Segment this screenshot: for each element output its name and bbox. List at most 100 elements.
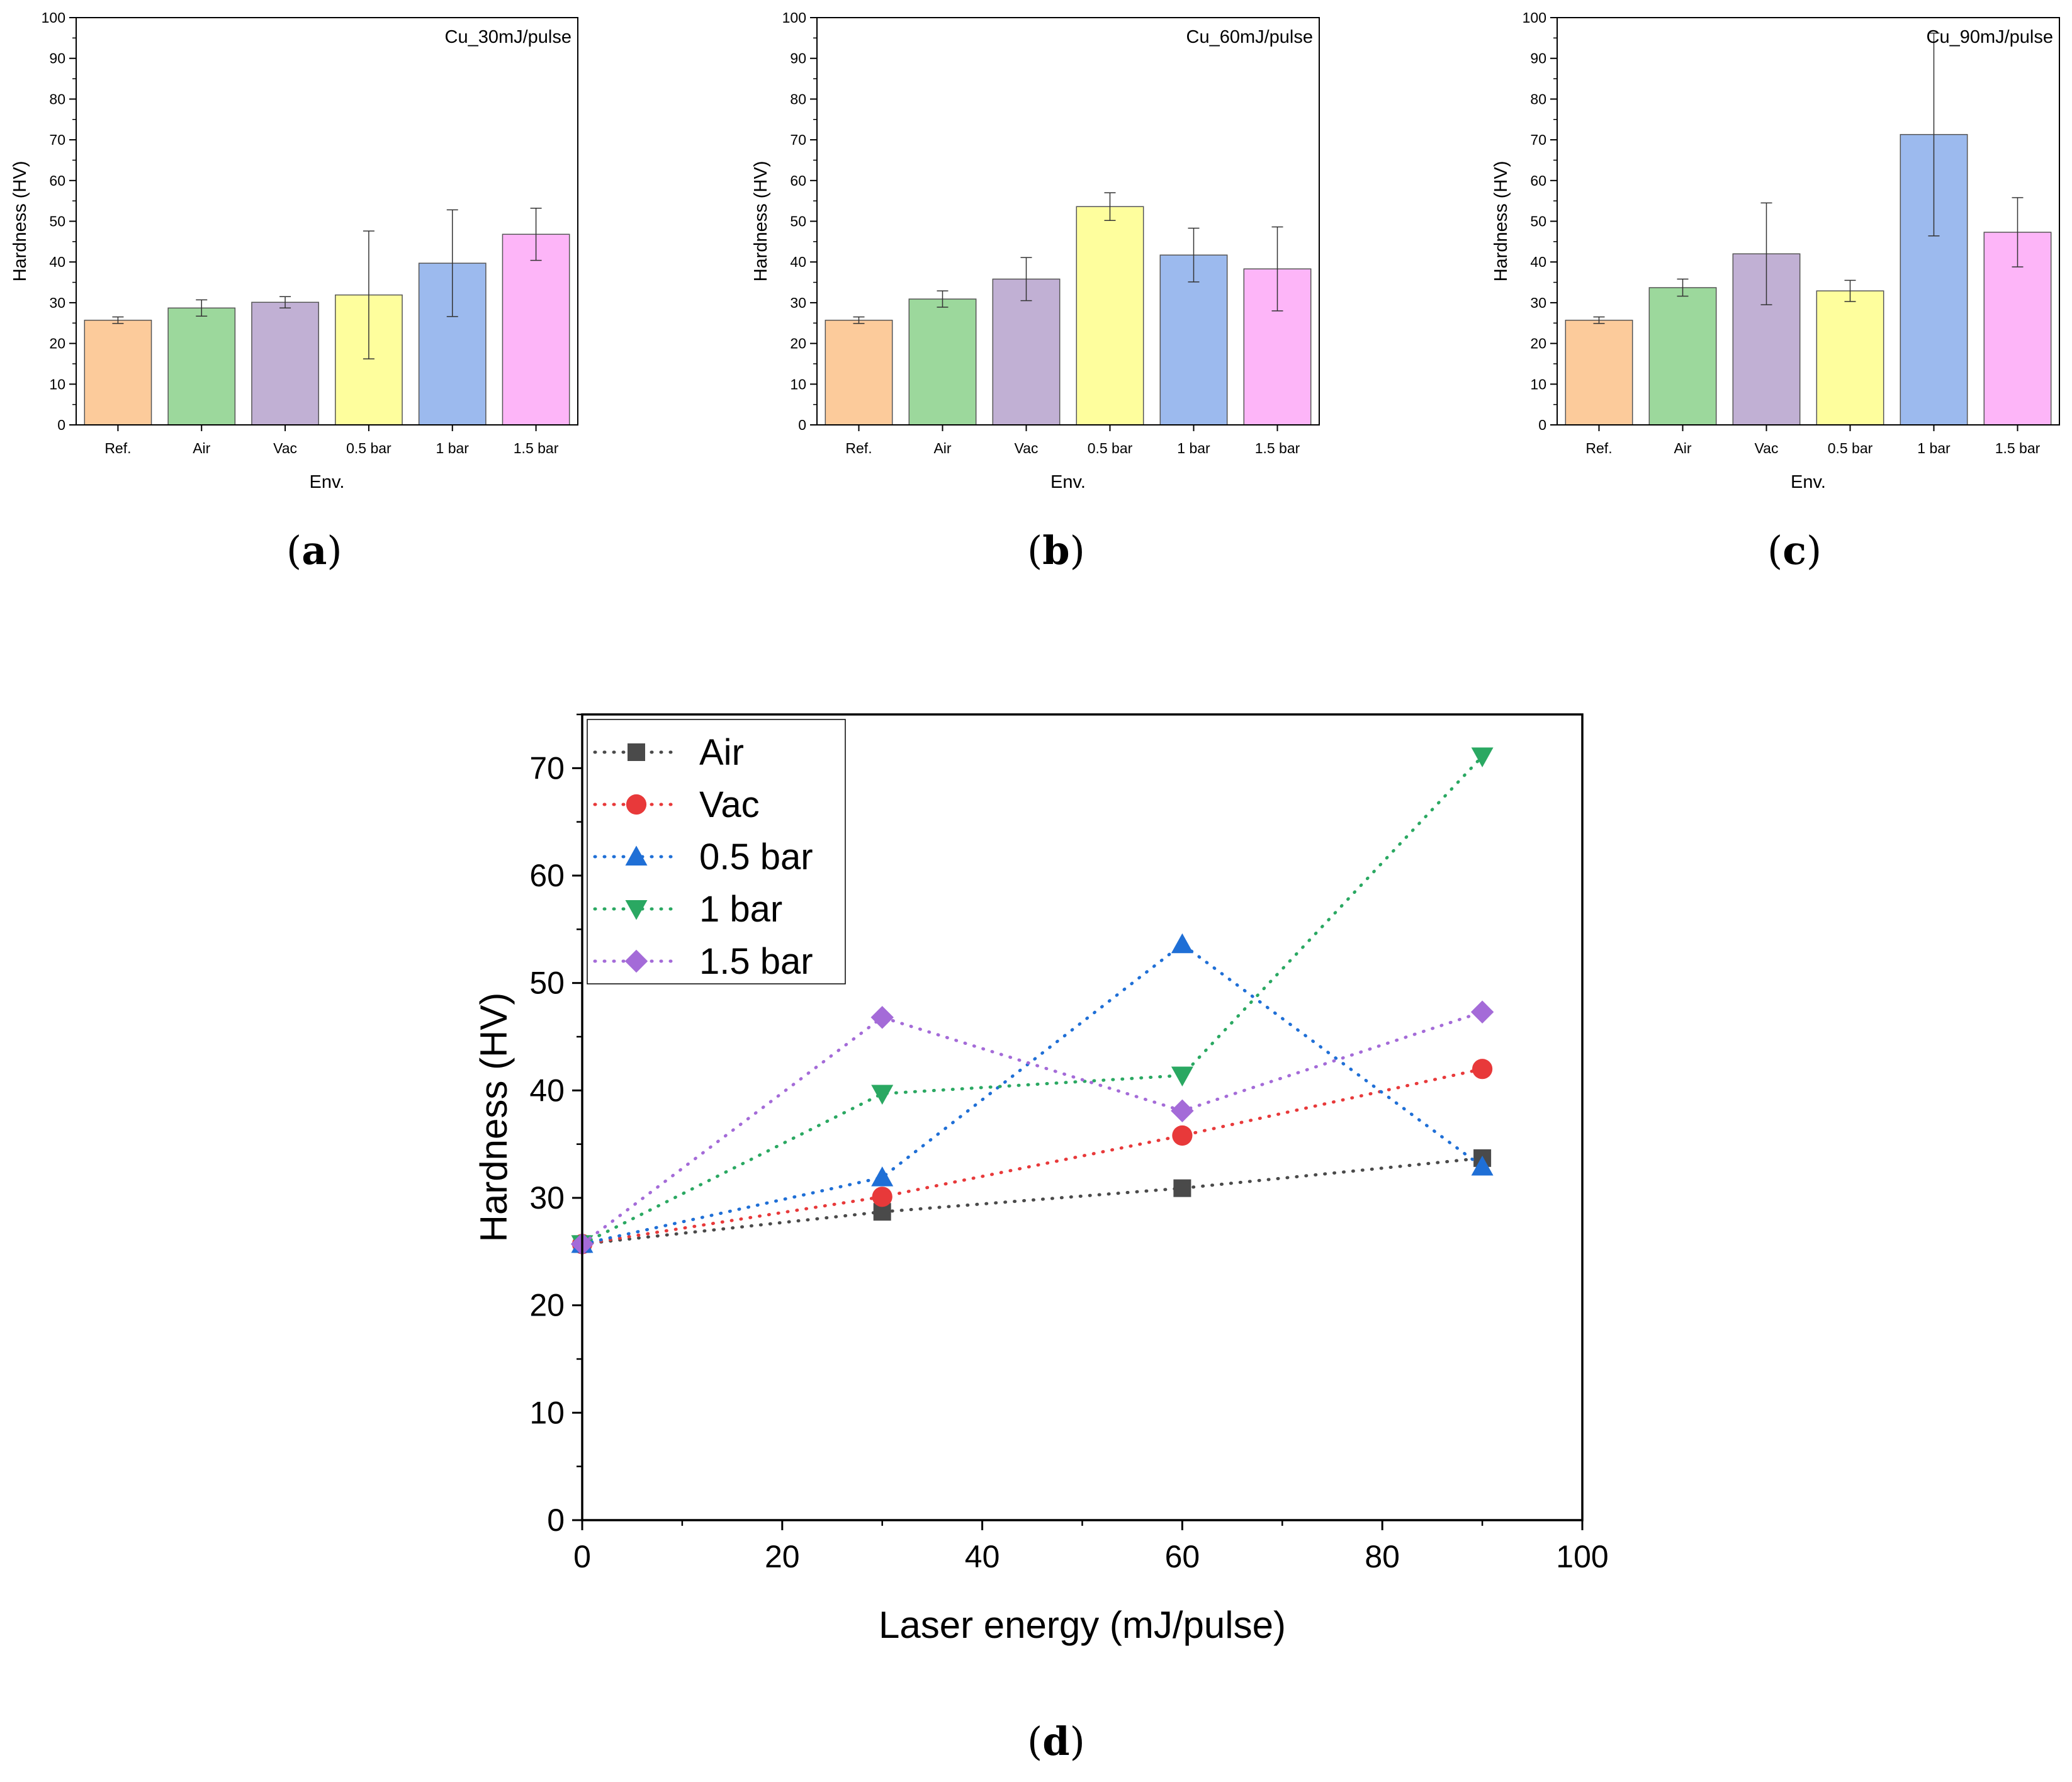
y-tick-label-5: 40 (1530, 254, 1546, 270)
series-line (580, 1010, 1484, 1246)
panel-label-d: (d) (1027, 1718, 1085, 1764)
bar-2 (1648, 287, 1717, 426)
x-tick-label-3: Vac (1015, 440, 1039, 456)
y-tick-label-7: 60 (529, 858, 565, 893)
legend-label-3: 0.5 bar (699, 837, 813, 877)
plot-frame (816, 17, 1320, 426)
y-axis-label: Hardness (HV) (473, 993, 515, 1243)
y-tick-label-7: 60 (1530, 172, 1546, 189)
panel-label-c: (c) (1767, 527, 1822, 573)
y-tick-label-6: 50 (529, 966, 565, 1001)
y-tick-label-4: 30 (529, 1180, 565, 1215)
x-tick-label-5: 1 bar (1177, 440, 1210, 456)
data-point-2 (872, 1187, 892, 1207)
y-axis-label: Hardness (HV) (1491, 161, 1511, 282)
data-point-3 (1172, 1125, 1193, 1146)
y-tick-label-5: 40 (790, 254, 806, 270)
bar-chart-1: Ref. Air Vac 0.5 bar 1 bar 1.5 bar 0 10 20 30 40 50… (10, 9, 578, 492)
y-tick-label-7: 60 (49, 172, 65, 189)
series-line (580, 1156, 1484, 1246)
y-axis-label: Hardness (HV) (751, 161, 771, 282)
x-tick-label-2: Air (193, 440, 210, 456)
y-tick-label-6: 50 (1530, 213, 1546, 230)
y-tick-label-4: 30 (790, 295, 806, 311)
data-point-2 (871, 1085, 894, 1105)
legend-label-4: 1 bar (699, 889, 782, 930)
bar-1 (84, 319, 152, 426)
bar-5 (1159, 254, 1228, 426)
y-tick-label-10: 90 (790, 50, 806, 67)
y-tick-label-4: 30 (1530, 295, 1546, 311)
y-tick-label-3: 20 (49, 336, 65, 352)
legend-marker-1 (628, 743, 645, 761)
data-point-3 (1173, 1179, 1191, 1197)
x-tick-label-6: 100 (1556, 1539, 1608, 1574)
x-tick-label-4: 0.5 bar (1088, 440, 1133, 456)
x-tick-label-4: 0.5 bar (346, 440, 391, 456)
y-tick-label-1: 0 (1538, 417, 1546, 433)
legend-label-2: Vac (699, 784, 760, 825)
y-tick-label-7: 60 (790, 172, 806, 189)
x-tick-label-1: Ref. (1585, 440, 1612, 456)
series-vac (571, 1059, 1493, 1255)
data-point-3 (1171, 1099, 1194, 1122)
x-tick-label-3: 40 (965, 1539, 1000, 1574)
x-tick-label-2: Air (933, 440, 951, 456)
y-tick-label-2: 10 (790, 376, 806, 392)
data-point-4 (1470, 1000, 1494, 1024)
y-tick-label-9: 80 (790, 91, 806, 107)
y-tick-label-8: 70 (1530, 132, 1546, 148)
bar-4 (1816, 290, 1884, 426)
x-tick-label-5: 80 (1365, 1539, 1400, 1574)
data-point-4 (1472, 1059, 1493, 1080)
y-tick-label-1: 0 (547, 1503, 565, 1538)
x-tick-label-1: Ref. (104, 440, 131, 456)
y-tick-label-10: 90 (1530, 50, 1546, 67)
bar-3 (251, 302, 319, 426)
data-point-4 (1471, 747, 1494, 768)
y-axis-label: Hardness (HV) (10, 161, 30, 282)
x-tick-label-6: 1.5 bar (1255, 440, 1300, 456)
y-tick-label-6: 50 (790, 213, 806, 230)
y-tick-label-11: 100 (1523, 9, 1546, 26)
plot-frame (1557, 17, 2060, 426)
chart-title: Cu_30mJ/pulse (445, 27, 572, 47)
chart-title: Cu_60mJ/pulse (1186, 27, 1314, 47)
plot-frame (76, 17, 578, 426)
y-tick-label-9: 80 (1530, 91, 1546, 107)
bar-2 (908, 298, 977, 426)
chart-title: Cu_90mJ/pulse (1927, 27, 2054, 47)
legend-label-5: 1.5 bar (699, 941, 813, 982)
y-tick-label-11: 100 (782, 9, 806, 26)
bar-4 (1076, 206, 1144, 426)
panel-label-a: (a) (286, 527, 342, 573)
y-tick-label-3: 20 (1530, 336, 1546, 352)
bar-6 (502, 234, 570, 426)
data-point-3 (1171, 1066, 1193, 1086)
series-line (580, 1067, 1484, 1246)
y-tick-label-8: 70 (49, 132, 65, 148)
y-tick-label-2: 10 (49, 376, 65, 392)
y-tick-label-5: 40 (49, 254, 65, 270)
legend-label-1: Air (699, 732, 744, 773)
x-tick-label-3: Vac (273, 440, 297, 456)
x-tick-label-1: Ref. (845, 440, 872, 456)
data-point-2 (870, 1006, 894, 1029)
legend-marker-4 (625, 900, 648, 920)
series-1-5-bar (570, 1000, 1494, 1256)
x-tick-label-4: 0.5 bar (1828, 440, 1873, 456)
x-tick-label-3: Vac (1755, 440, 1779, 456)
x-axis-label: Env. (1791, 472, 1826, 492)
y-tick-label-10: 90 (49, 50, 65, 67)
legend-marker-3 (625, 845, 648, 866)
x-tick-label-4: 60 (1165, 1539, 1200, 1574)
x-tick-label-1: 0 (573, 1539, 591, 1574)
y-tick-label-8: 70 (790, 132, 806, 148)
y-tick-label-2: 10 (529, 1395, 565, 1430)
y-tick-label-2: 10 (1530, 376, 1546, 392)
x-tick-label-5: 1 bar (1917, 440, 1951, 456)
series-air (573, 1149, 1492, 1253)
x-axis-label: Env. (1050, 472, 1086, 492)
y-tick-label-3: 20 (529, 1288, 565, 1323)
